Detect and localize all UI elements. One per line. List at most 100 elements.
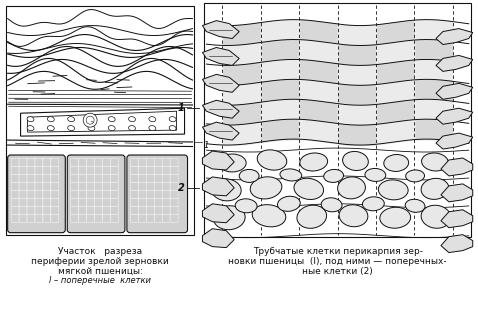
FancyBboxPatch shape [35, 206, 43, 214]
FancyBboxPatch shape [130, 167, 138, 174]
Ellipse shape [365, 168, 386, 181]
FancyBboxPatch shape [95, 206, 103, 214]
FancyBboxPatch shape [170, 167, 178, 174]
Text: Трубчатые клетки перикарпия зер-: Трубчатые клетки перикарпия зер- [252, 246, 423, 256]
Ellipse shape [169, 125, 176, 131]
Ellipse shape [294, 178, 324, 199]
FancyBboxPatch shape [138, 159, 146, 167]
FancyBboxPatch shape [130, 214, 138, 222]
FancyBboxPatch shape [130, 182, 138, 190]
Polygon shape [202, 47, 239, 65]
Ellipse shape [321, 198, 342, 212]
Ellipse shape [47, 125, 54, 131]
Circle shape [86, 116, 94, 124]
Ellipse shape [68, 117, 75, 122]
Polygon shape [436, 108, 473, 124]
Ellipse shape [406, 170, 424, 182]
FancyBboxPatch shape [79, 167, 87, 174]
FancyBboxPatch shape [51, 190, 59, 198]
FancyBboxPatch shape [27, 206, 35, 214]
FancyBboxPatch shape [170, 159, 178, 167]
Ellipse shape [300, 153, 327, 171]
Polygon shape [202, 151, 234, 170]
Text: 1: 1 [178, 103, 185, 113]
Ellipse shape [405, 199, 425, 212]
Bar [205, 3, 471, 237]
FancyBboxPatch shape [35, 214, 43, 222]
FancyBboxPatch shape [170, 206, 178, 214]
FancyBboxPatch shape [19, 206, 27, 214]
Ellipse shape [239, 169, 259, 182]
FancyBboxPatch shape [43, 167, 51, 174]
FancyBboxPatch shape [146, 167, 154, 174]
FancyBboxPatch shape [79, 182, 87, 190]
FancyBboxPatch shape [27, 159, 35, 167]
FancyBboxPatch shape [43, 182, 51, 190]
Ellipse shape [129, 117, 135, 122]
FancyBboxPatch shape [127, 155, 187, 233]
Ellipse shape [88, 117, 95, 122]
FancyBboxPatch shape [87, 159, 95, 167]
FancyBboxPatch shape [11, 167, 19, 174]
FancyBboxPatch shape [71, 206, 79, 214]
FancyBboxPatch shape [51, 159, 59, 167]
Polygon shape [202, 177, 234, 196]
FancyBboxPatch shape [19, 174, 27, 182]
FancyBboxPatch shape [110, 190, 119, 198]
FancyBboxPatch shape [71, 182, 79, 190]
FancyBboxPatch shape [154, 174, 162, 182]
FancyBboxPatch shape [27, 174, 35, 182]
FancyBboxPatch shape [103, 206, 110, 214]
Polygon shape [202, 100, 239, 118]
FancyBboxPatch shape [27, 198, 35, 206]
Polygon shape [202, 21, 239, 39]
FancyBboxPatch shape [95, 198, 103, 206]
FancyBboxPatch shape [71, 159, 79, 167]
Ellipse shape [421, 178, 449, 199]
FancyBboxPatch shape [162, 206, 170, 214]
Text: 2: 2 [178, 183, 185, 193]
Ellipse shape [337, 177, 365, 199]
FancyBboxPatch shape [103, 174, 110, 182]
FancyBboxPatch shape [79, 198, 87, 206]
Ellipse shape [324, 169, 344, 182]
FancyBboxPatch shape [95, 182, 103, 190]
Ellipse shape [68, 125, 75, 131]
FancyBboxPatch shape [87, 198, 95, 206]
Polygon shape [436, 28, 473, 45]
FancyBboxPatch shape [35, 167, 43, 174]
FancyBboxPatch shape [154, 190, 162, 198]
FancyBboxPatch shape [43, 198, 51, 206]
FancyBboxPatch shape [162, 174, 170, 182]
FancyBboxPatch shape [103, 190, 110, 198]
Text: 1: 1 [204, 141, 209, 149]
FancyBboxPatch shape [35, 198, 43, 206]
FancyBboxPatch shape [79, 206, 87, 214]
FancyBboxPatch shape [19, 190, 27, 198]
FancyBboxPatch shape [138, 167, 146, 174]
FancyBboxPatch shape [11, 174, 19, 182]
FancyBboxPatch shape [8, 155, 65, 233]
FancyBboxPatch shape [162, 190, 170, 198]
FancyBboxPatch shape [95, 159, 103, 167]
Ellipse shape [149, 117, 156, 122]
FancyBboxPatch shape [103, 182, 110, 190]
FancyBboxPatch shape [11, 206, 19, 214]
FancyBboxPatch shape [71, 198, 79, 206]
FancyBboxPatch shape [71, 214, 79, 222]
FancyBboxPatch shape [87, 214, 95, 222]
Text: мягкой пшеницы:: мягкой пшеницы: [58, 266, 142, 276]
FancyBboxPatch shape [170, 190, 178, 198]
Ellipse shape [339, 205, 368, 227]
FancyBboxPatch shape [170, 214, 178, 222]
FancyBboxPatch shape [19, 198, 27, 206]
FancyBboxPatch shape [110, 159, 119, 167]
FancyBboxPatch shape [27, 214, 35, 222]
FancyBboxPatch shape [110, 198, 119, 206]
FancyBboxPatch shape [43, 214, 51, 222]
FancyBboxPatch shape [19, 182, 27, 190]
FancyBboxPatch shape [87, 167, 95, 174]
FancyBboxPatch shape [138, 182, 146, 190]
FancyBboxPatch shape [71, 174, 79, 182]
FancyBboxPatch shape [79, 174, 87, 182]
